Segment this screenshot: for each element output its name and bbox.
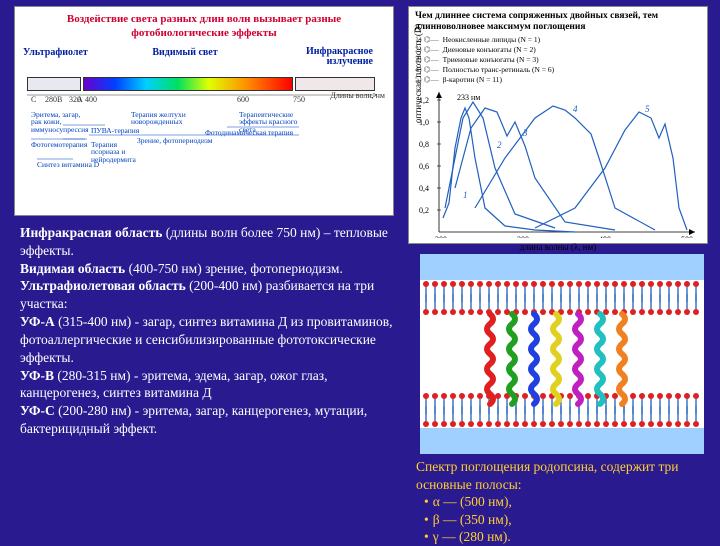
uv-label: Ультрафиолет [23, 47, 85, 67]
wavelength-ranges-text: Инфракрасная область (длины волн более 7… [20, 224, 398, 438]
effect-label: ПУВА-терапия [91, 127, 139, 135]
legend-row: 4) ⌬—Полностью транс-ретиналь (N = 6) [415, 65, 701, 74]
band-item: β — (350 нм), [424, 511, 716, 529]
text-line: Ультрафиолетовая область (200-400 нм) ра… [20, 277, 398, 313]
svg-text:0,6: 0,6 [419, 162, 429, 171]
tick-label: 400 [85, 95, 97, 104]
legend-row: 1) ⌬—Неокисленные липиды (N = 1) [415, 35, 701, 44]
svg-text:4: 4 [573, 104, 578, 114]
effect-label: Синтез витамина D [37, 161, 99, 169]
effect-label: Фотогемотерапия [31, 141, 87, 149]
svg-text:3: 3 [522, 128, 528, 138]
absorption-chart: оптическая плотность (D) 0,20,40,60,81,0… [415, 88, 701, 238]
svg-text:1,0: 1,0 [419, 118, 429, 127]
absorption-curves: 0,2 0,4 0,6 0,8 1,0 1,2 200 300 400 500 233 нм 1 2 3 4… [415, 88, 701, 238]
legend-row: 2) ⌬—Диеновые конъюгаты (N = 2) [415, 45, 701, 54]
svg-text:400: 400 [599, 235, 611, 238]
spectrum-region-labels: Ультрафиолет Видимый свет Инфракрасное и… [23, 47, 385, 67]
legend-row: 5) ⌬—β-каротин (N = 11) [415, 75, 701, 84]
svg-text:2: 2 [497, 140, 502, 150]
svg-text:1,2: 1,2 [419, 96, 429, 105]
rhodopsin-text: Спектр поглощения родопсина, содержит тр… [416, 458, 716, 546]
rhodopsin-bands-list: α — (500 нм),β — (350 нм),γ — (280 нм). [416, 493, 716, 546]
x-axis-label: длина волны (λ, нм) [520, 242, 597, 252]
svg-text:0,8: 0,8 [419, 140, 429, 149]
effect-label: Терапияпсориаза инейродермита [91, 141, 136, 164]
tick-label: 280 [45, 95, 57, 104]
effect-label: Зрение, фотопериодизм [137, 137, 212, 145]
ir-label: Инфракрасное излучение [285, 47, 373, 67]
svg-text:0,4: 0,4 [419, 184, 429, 193]
visible-spectrum-bar [83, 77, 293, 91]
text-line: Инфракрасная область (длины волн более 7… [20, 224, 398, 260]
ir-block [295, 77, 375, 91]
svg-text:5: 5 [645, 104, 650, 114]
svg-text:233 нм: 233 нм [457, 93, 480, 102]
svg-text:300: 300 [517, 235, 529, 238]
visible-label: Видимый свет [85, 47, 285, 67]
effects-annotations: Эритема, загар,рак кожи,иммуносупрессия Ф… [27, 111, 383, 167]
svg-text:200: 200 [435, 235, 447, 238]
legend-row: 3) ⌬—Триеновые конъюгаты (N = 3) [415, 55, 701, 64]
effect-label: Эритема, загар,рак кожи,иммуносупрессия [31, 111, 89, 134]
tick-label: B [57, 95, 62, 104]
effect-label: Фотодинамическая терапия [205, 129, 293, 137]
text-line: УФ-В (280-315 нм) - эритема, эдема, зага… [20, 367, 398, 403]
spectrum-diagram: C280B320A400600750 Длины волн, нм Эритем… [23, 69, 385, 159]
rhodopsin-illustration [420, 254, 704, 454]
text-line: УФ-А (315-400 нм) - загар, синтез витами… [20, 313, 398, 366]
rhodopsin-caption: Спектр поглощения родопсина, содержит тр… [416, 458, 716, 493]
uv-block [27, 77, 81, 91]
svg-text:500: 500 [681, 235, 693, 238]
svg-text:0,2: 0,2 [419, 206, 429, 215]
svg-text:1: 1 [463, 190, 468, 200]
tick-label: 750 [293, 95, 305, 104]
tick-label: A [77, 95, 83, 104]
tick-label: 600 [237, 95, 249, 104]
text-line: Видимая область (400-750 нм) зрение, фот… [20, 260, 398, 278]
band-item: α — (500 нм), [424, 493, 716, 511]
text-line: УФ-С (200-280 нм) - эритема, загар, канц… [20, 402, 398, 438]
effect-label: Терапия желтухиноворожденных [131, 111, 186, 126]
spectrum-panel: Воздействие света разных длин волн вызыв… [14, 6, 394, 216]
spectrum-title: Воздействие света разных длин волн вызыв… [23, 13, 385, 41]
tick-label: C [31, 95, 36, 104]
absorption-panel: Чем длиннее система сопряженных двойных … [408, 6, 708, 244]
absorption-title: Чем длиннее система сопряженных двойных … [415, 11, 701, 34]
band-item: γ — (280 нм). [424, 528, 716, 546]
absorption-legend: 1) ⌬—Неокисленные липиды (N = 1)2) ⌬—Дие… [415, 35, 701, 84]
axis-title: Длины волн, нм [330, 91, 385, 100]
